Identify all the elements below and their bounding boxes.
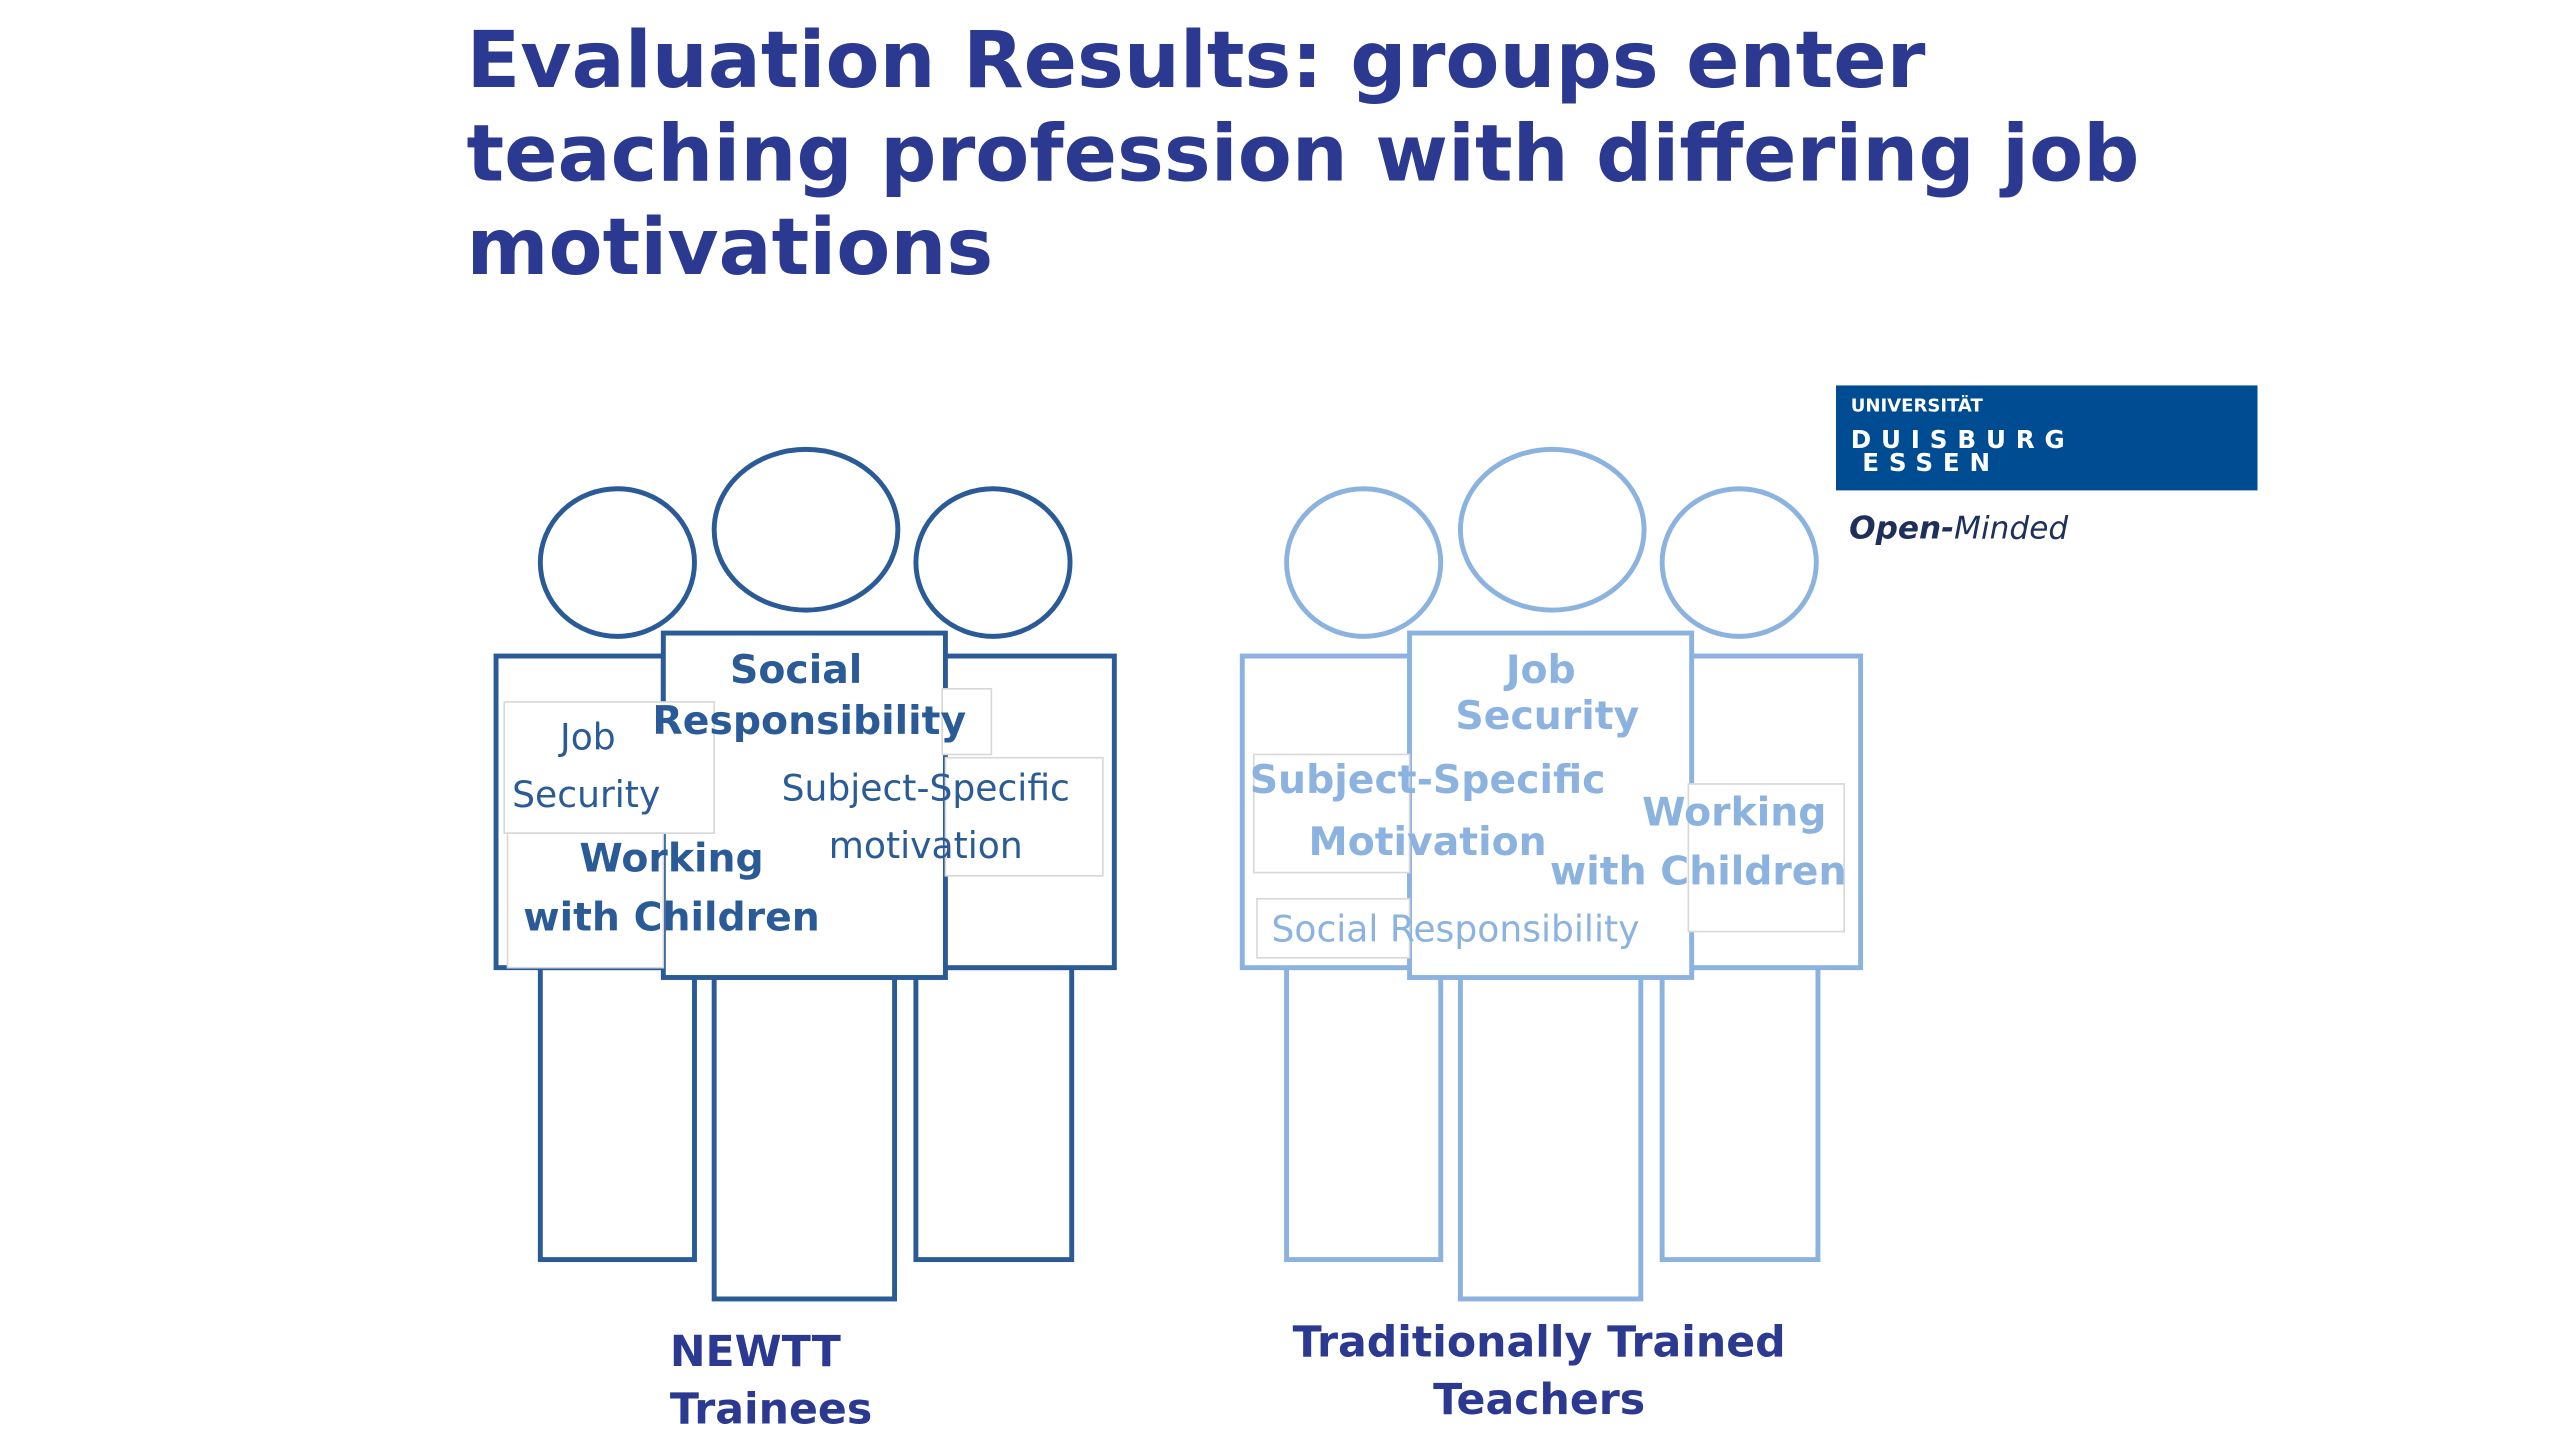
title: Evaluation Results: groups enterteaching… bbox=[467, 14, 2140, 293]
head bbox=[1284, 486, 1444, 639]
word-box bbox=[1256, 897, 1411, 959]
motivation-word: Job bbox=[558, 717, 616, 759]
motivation-word: with Children bbox=[1550, 849, 1847, 895]
motivation-word: motivation bbox=[829, 825, 1023, 867]
word-box bbox=[1687, 783, 1846, 933]
motivation-word: Working bbox=[579, 836, 763, 882]
tagline-bold: Open- bbox=[1849, 511, 1954, 547]
head bbox=[1457, 446, 1647, 613]
group: Social Responsibility Job Security Subject-S… bbox=[493, 446, 1117, 1435]
motivation-word: Subject-Specific bbox=[782, 768, 1070, 810]
motivation-word: Working bbox=[1642, 790, 1826, 836]
logo-tagline: Open-Minded bbox=[1849, 511, 2068, 547]
logo: UNIVERSITÄT DUISBURG ESSEN Open-Minded bbox=[1835, 385, 2258, 547]
leg bbox=[537, 965, 697, 1263]
word-box bbox=[941, 688, 993, 756]
logo-box bbox=[1835, 385, 2258, 491]
tagline: Minded bbox=[1954, 511, 2068, 547]
leg bbox=[1457, 975, 1644, 1302]
group-label: Traditionally Trained bbox=[1293, 1317, 1786, 1367]
motivation-word: Job bbox=[1503, 647, 1576, 693]
torso bbox=[1407, 630, 1695, 980]
title-line: teaching profession with differing job bbox=[467, 108, 2140, 200]
word-box bbox=[506, 832, 665, 969]
leg bbox=[1284, 965, 1444, 1263]
group-label: Trainees bbox=[670, 1385, 872, 1435]
head bbox=[537, 486, 697, 639]
motivation-word: Social bbox=[730, 647, 862, 693]
leg bbox=[913, 965, 1075, 1263]
word-box bbox=[503, 701, 715, 834]
leg bbox=[1659, 965, 1821, 1263]
motivation-word: Responsibility bbox=[652, 698, 966, 744]
motivation-word: Motivation bbox=[1309, 819, 1547, 865]
head bbox=[1659, 486, 1819, 639]
head bbox=[913, 486, 1073, 639]
group-label: Teachers bbox=[1433, 1375, 1645, 1425]
word-box bbox=[1252, 753, 1411, 874]
logo-text: ESSEN bbox=[1862, 448, 2000, 477]
motivation-word: with Children bbox=[523, 895, 820, 941]
word-box bbox=[944, 756, 1104, 877]
logo-text: DUISBURG bbox=[1851, 425, 2075, 454]
title-line: motivations bbox=[467, 201, 994, 293]
motivation-word: Social Responsibility bbox=[1271, 909, 1639, 951]
group-label: NEWTT bbox=[670, 1327, 841, 1377]
motivation-word: Subject-Specific bbox=[1250, 757, 1606, 803]
leg bbox=[711, 975, 898, 1302]
motivation-word: Security bbox=[512, 774, 660, 816]
motivation-word: Security bbox=[1455, 693, 1639, 739]
logo-text: UNIVERSITÄT bbox=[1851, 395, 1984, 417]
head bbox=[711, 446, 901, 613]
title-line: Evaluation Results: groups enter bbox=[467, 14, 1926, 106]
